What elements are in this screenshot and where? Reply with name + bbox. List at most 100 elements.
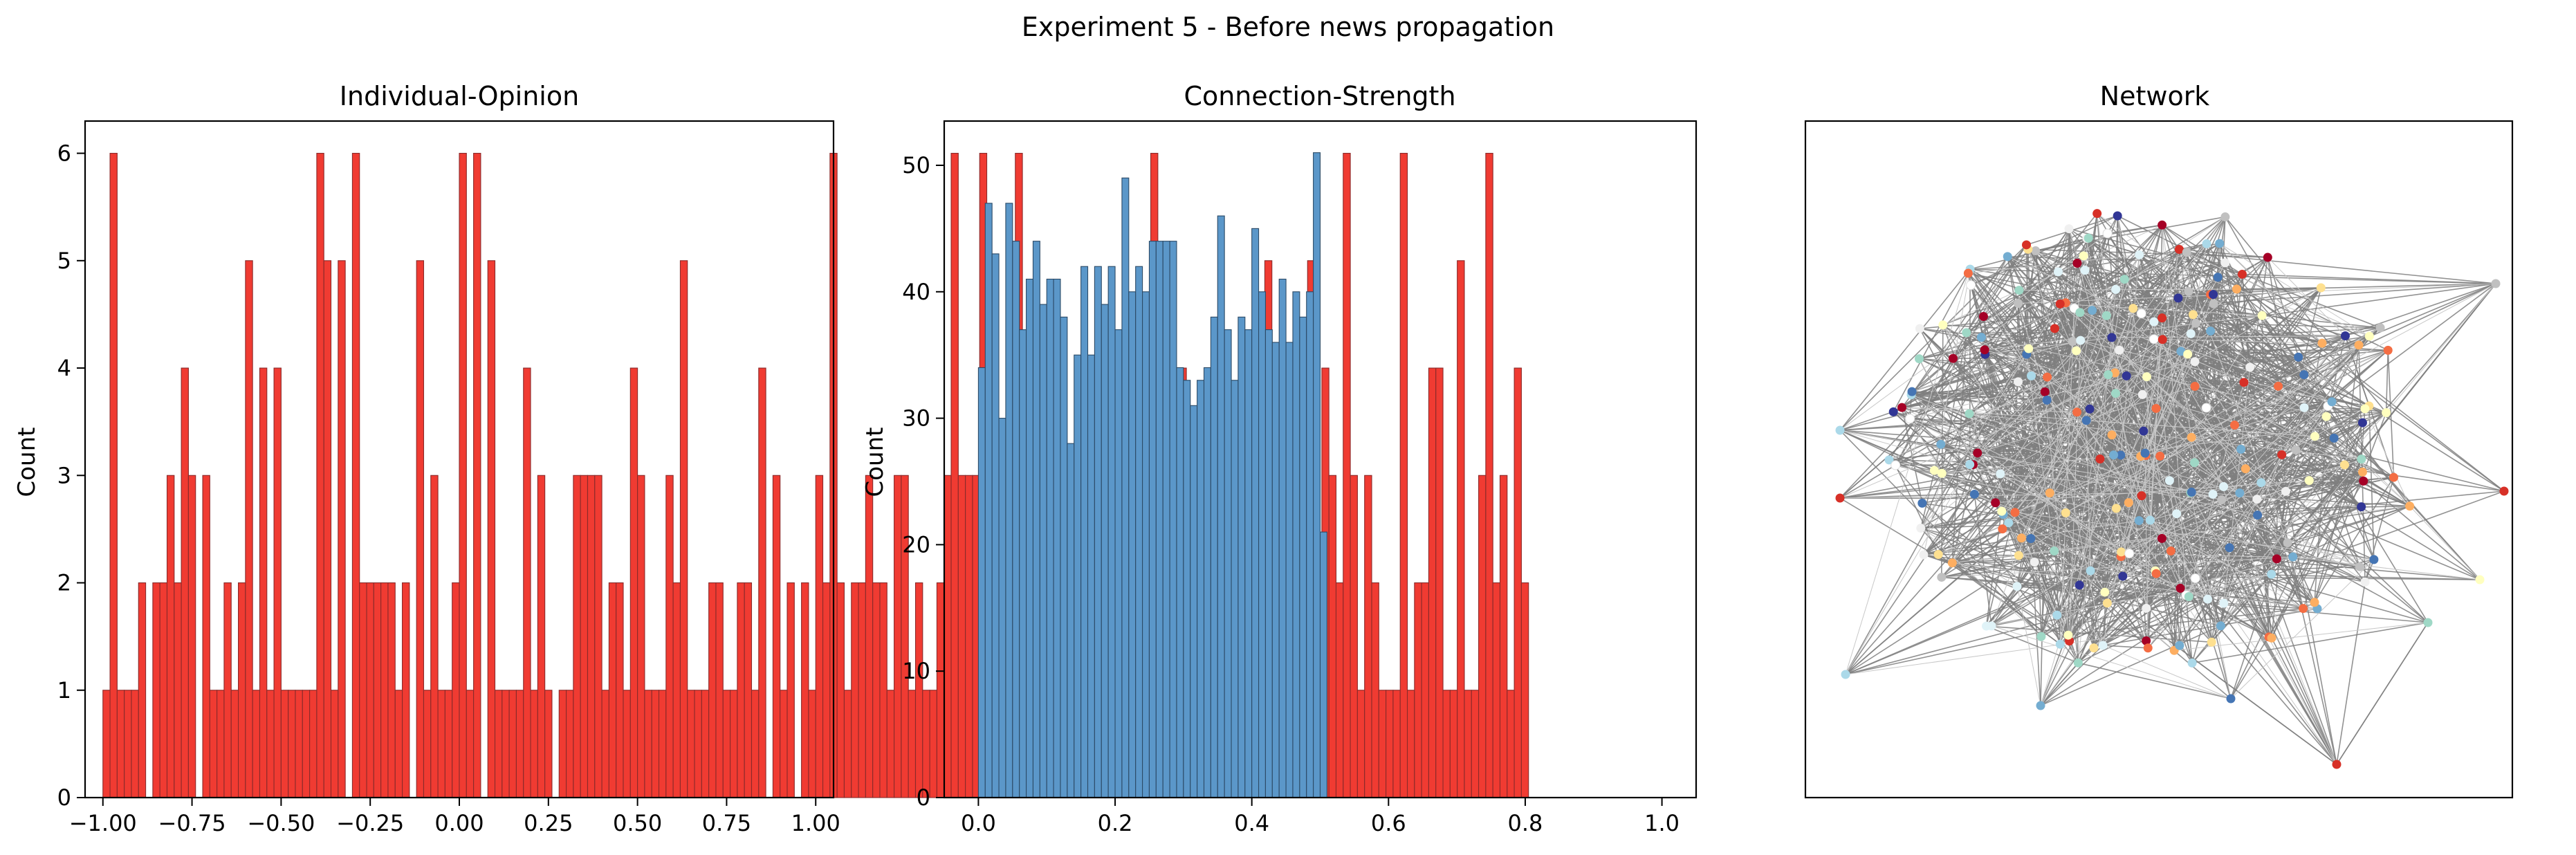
network-edge — [2077, 262, 2196, 362]
network-edge — [1985, 562, 2035, 627]
strength-bar — [1183, 380, 1191, 798]
network-node — [1888, 407, 1898, 416]
opinion-bar — [402, 582, 410, 798]
network-node — [2235, 488, 2245, 498]
opinion-bar — [1478, 475, 1487, 798]
network-node — [2187, 487, 2196, 497]
network-edge — [2223, 454, 2283, 604]
opinion-bar — [373, 582, 382, 798]
opinion-bar — [124, 690, 132, 798]
network-edge — [1923, 243, 2207, 555]
network-node — [2102, 598, 2112, 608]
network-edge — [1951, 255, 2140, 563]
network-edge — [2174, 622, 2429, 651]
network-node — [2190, 357, 2200, 367]
network-node — [2257, 311, 2267, 320]
network-edge — [1893, 411, 2003, 512]
opinion-bar — [394, 690, 403, 798]
opinion-bar — [751, 690, 760, 798]
network-edge — [2059, 303, 2286, 492]
network-node — [2360, 404, 2370, 414]
opinion-bar — [558, 690, 567, 798]
network-node — [2164, 476, 2174, 486]
network-node — [2004, 518, 2014, 528]
network-node — [1835, 493, 1845, 503]
network-node — [2237, 269, 2247, 279]
network-node — [2010, 508, 2020, 517]
network-node — [2045, 488, 2054, 498]
network-node — [1916, 523, 1926, 533]
network-edge — [1919, 358, 2058, 616]
opinion-bar — [430, 475, 439, 798]
strength-xtick-label: 0.4 — [1234, 810, 1269, 836]
network-node — [2281, 486, 2290, 496]
network-edge — [2030, 537, 2337, 765]
network-node — [2064, 224, 2074, 234]
network-edge — [2018, 555, 2318, 609]
network-node — [2086, 566, 2095, 576]
network-node — [2102, 228, 2113, 239]
network-edge — [1909, 418, 1942, 474]
opinion-bar — [601, 690, 609, 798]
network-node — [2036, 701, 2045, 710]
network-node — [1938, 320, 1948, 330]
opinion-bar — [965, 475, 973, 798]
strength-bar — [1244, 329, 1253, 798]
network-edge — [2223, 283, 2496, 604]
network-edge — [2261, 315, 2411, 507]
network-edge — [2077, 263, 2157, 409]
network-node — [2274, 381, 2283, 391]
opinion-bar — [259, 367, 268, 798]
network-node — [2100, 587, 2110, 597]
network-node — [2360, 577, 2370, 587]
opinion-bar — [1364, 475, 1372, 798]
network-node — [2111, 504, 2121, 513]
opinion-bar — [159, 582, 168, 798]
network-edge — [1920, 528, 2042, 637]
opinion-xtick-label: 1.00 — [791, 810, 840, 836]
network-edge — [2271, 637, 2337, 765]
network-edge — [1909, 418, 1978, 454]
network-edge — [2207, 598, 2232, 699]
network-edge — [2276, 283, 2496, 560]
network-node — [2241, 464, 2250, 474]
network-edge — [2035, 237, 2089, 252]
network-node — [2220, 212, 2230, 222]
network-node — [2149, 334, 2159, 344]
opinion-bar — [858, 582, 866, 798]
strength-xtick-label: 0.0 — [961, 810, 996, 836]
network-edge — [1933, 269, 1971, 471]
opinion-bar — [423, 690, 432, 798]
network-edge — [1839, 491, 2192, 499]
network-edge — [2285, 437, 2335, 492]
network-node — [2166, 546, 2175, 556]
opinion-bar — [359, 582, 367, 798]
opinion-bar — [944, 475, 952, 798]
opinion-bar — [901, 475, 909, 798]
opinion-bar — [452, 582, 460, 798]
network-edge — [1845, 608, 2318, 675]
strength-bar — [1080, 266, 1089, 798]
opinion-bar — [701, 690, 710, 798]
network-edge — [2025, 244, 2270, 638]
opinion-bar — [715, 582, 724, 798]
network-node — [2110, 389, 2120, 398]
network-edge — [1845, 273, 1969, 675]
network-node — [2201, 403, 2211, 413]
opinion-bar — [537, 475, 546, 798]
opinion-bar — [1392, 690, 1401, 798]
opinion-bar — [950, 153, 959, 798]
network-node — [2158, 335, 2167, 344]
network-node — [2208, 490, 2218, 499]
network-edge — [1938, 522, 2009, 555]
network-node — [2003, 252, 2012, 261]
network-node — [1907, 387, 1917, 396]
network-edge — [2001, 511, 2080, 586]
network-edge — [2220, 405, 2370, 627]
network-node — [2043, 372, 2052, 382]
network-node — [2321, 412, 2331, 421]
network-node — [2190, 458, 2200, 468]
network-edge — [2155, 407, 2345, 466]
network-node — [2014, 298, 2023, 308]
strength-bar — [1067, 443, 1075, 798]
